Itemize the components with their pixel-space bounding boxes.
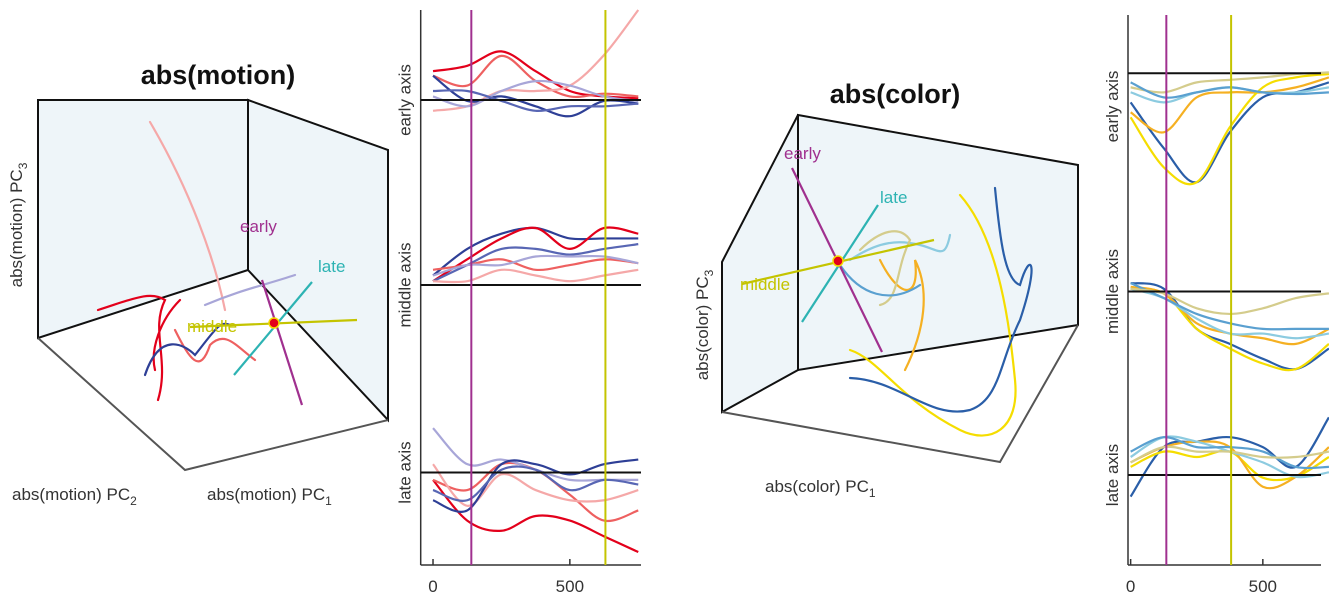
series-line (432, 79, 639, 108)
annotation: late (880, 188, 907, 207)
back-wall (37, 99, 249, 340)
series-line (432, 226, 639, 277)
axis-label-sub: 1 (869, 486, 876, 500)
series-line (1130, 71, 1329, 94)
motion-3d-box (37, 98, 389, 472)
axis-label: early axis (396, 64, 415, 136)
axis-label: early axis (1103, 71, 1122, 143)
trajectory (96, 294, 182, 402)
series-line (432, 465, 639, 502)
series-line (432, 268, 639, 284)
series-line (432, 458, 639, 513)
axis-label-text: abs(color) PC (693, 276, 712, 380)
axis-label-sub: 3 (16, 162, 30, 169)
axis-label-text: abs(motion) PC (12, 485, 130, 504)
trajectory (848, 193, 1017, 437)
axis-label-sub: 3 (702, 269, 716, 276)
series-line (1129, 72, 1329, 186)
annotation: early (784, 144, 821, 163)
origin (832, 255, 844, 267)
axis-label: late axis (396, 441, 415, 503)
series-line (1130, 287, 1329, 316)
annotation: middle (740, 275, 790, 294)
axis-label: abs(motion) PC3 (7, 162, 30, 287)
annotation: middle (187, 317, 237, 336)
axis-label-sub: 2 (130, 494, 137, 508)
color-3d-box (721, 113, 1079, 464)
floor-edge (37, 337, 389, 472)
series-line (432, 226, 639, 283)
axis-label-text: abs(color) PC (765, 477, 869, 496)
x-tick-label: 500 (556, 577, 584, 596)
series-line (432, 254, 639, 277)
series-line (432, 463, 639, 507)
axis-label-sub: 1 (325, 494, 332, 508)
chart-title: abs(motion) (141, 60, 296, 90)
axis-label: late axis (1103, 444, 1122, 506)
axis-label: abs(color) PC1 (765, 477, 876, 500)
axis-label-text: abs(motion) PC (7, 169, 26, 287)
axis-label: middle axis (1103, 249, 1122, 334)
origin (268, 317, 280, 329)
series-line (1130, 445, 1329, 464)
trajectory (838, 263, 922, 297)
early-axis-line (260, 279, 304, 406)
axis-label: abs(color) PC3 (693, 269, 716, 380)
floor-edge (721, 324, 1079, 464)
x-tick-label: 0 (1126, 577, 1135, 596)
trajectory (148, 120, 227, 312)
trajectory (848, 233, 952, 262)
series-line (1130, 436, 1329, 470)
axis-label: abs(motion) PC1 (207, 485, 332, 508)
series-line (433, 89, 639, 112)
annotation: early (240, 217, 277, 236)
series-line (432, 479, 639, 554)
x-tick-label: 500 (1249, 577, 1277, 596)
axis-label-text: abs(motion) PC (207, 485, 325, 504)
trajectory (878, 258, 925, 372)
axis-label: abs(motion) PC2 (12, 485, 137, 508)
trajectory (203, 273, 297, 307)
series-line (1129, 76, 1329, 134)
annotation: late (318, 257, 345, 276)
back-wall (797, 113, 1079, 372)
x-tick-label: 0 (428, 577, 437, 596)
series-line (1130, 81, 1329, 99)
trajectory (848, 186, 1033, 413)
axis-label: middle axis (396, 242, 415, 327)
trajectory (173, 328, 257, 363)
chart-title: abs(color) (830, 79, 961, 109)
series-line (1130, 282, 1329, 331)
